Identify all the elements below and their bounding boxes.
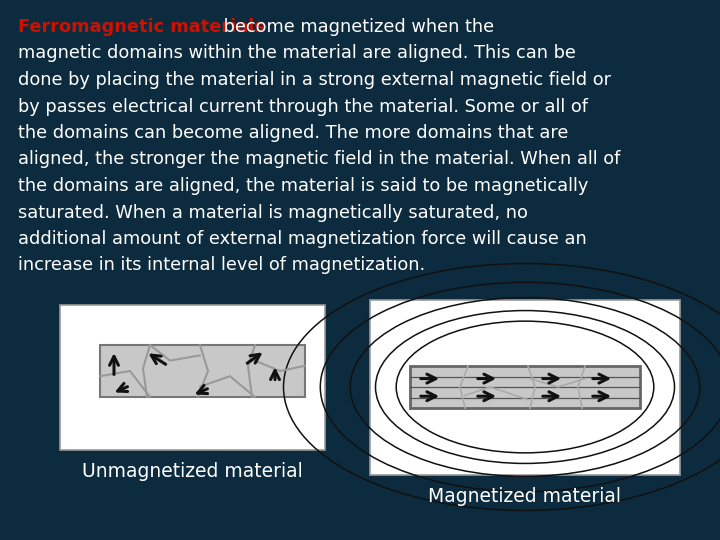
Text: aligned, the stronger the magnetic field in the material. When all of: aligned, the stronger the magnetic field… xyxy=(18,151,621,168)
Text: additional amount of external magnetization force will cause an: additional amount of external magnetizat… xyxy=(18,230,587,248)
Bar xyxy=(60,305,325,450)
Bar xyxy=(370,300,680,475)
Text: magnetic domains within the material are aligned. This can be: magnetic domains within the material are… xyxy=(18,44,576,63)
Text: the domains can become aligned. The more domains that are: the domains can become aligned. The more… xyxy=(18,124,568,142)
Bar xyxy=(410,366,640,408)
Text: Unmagnetized material: Unmagnetized material xyxy=(82,462,303,481)
Text: increase in its internal level of magnetization.: increase in its internal level of magnet… xyxy=(18,256,425,274)
Bar xyxy=(100,345,305,397)
Text: become magnetized when the: become magnetized when the xyxy=(218,18,494,36)
Text: by passes electrical current through the material. Some or all of: by passes electrical current through the… xyxy=(18,98,588,116)
Text: done by placing the material in a strong external magnetic field or: done by placing the material in a strong… xyxy=(18,71,611,89)
Text: Ferromagnetic materials: Ferromagnetic materials xyxy=(18,18,265,36)
Text: saturated. When a material is magnetically saturated, no: saturated. When a material is magnetical… xyxy=(18,204,528,221)
Text: the domains are aligned, the material is said to be magnetically: the domains are aligned, the material is… xyxy=(18,177,588,195)
Text: Magnetized material: Magnetized material xyxy=(428,487,621,506)
